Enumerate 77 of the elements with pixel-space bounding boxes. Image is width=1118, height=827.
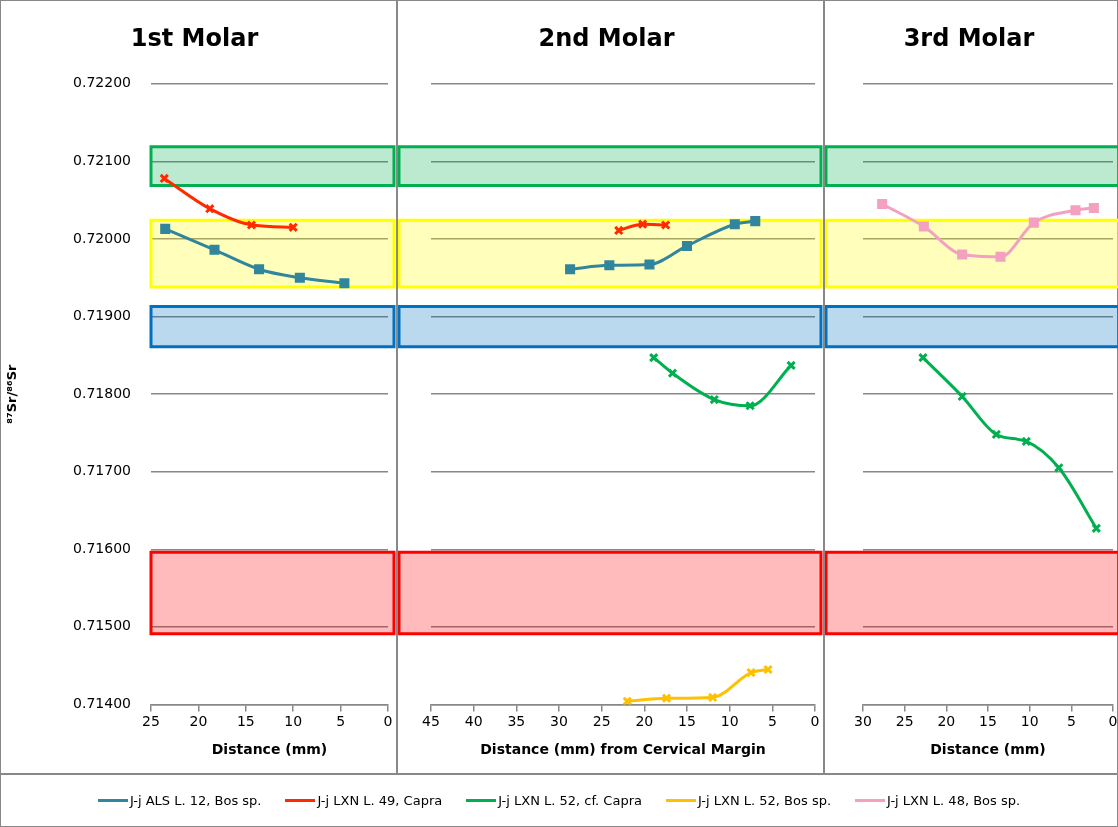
- y-tick-label: 0.71900: [73, 307, 131, 324]
- y-tick-label: 0.71500: [73, 617, 131, 634]
- point: [995, 251, 1006, 262]
- x-tick-label: 5: [767, 713, 777, 730]
- x-tick-label: 10: [720, 713, 739, 730]
- point: [917, 352, 929, 363]
- point: [637, 219, 648, 230]
- y-tick-label: 0.71400: [73, 695, 131, 712]
- point: [661, 693, 672, 704]
- legend-label: J-j ALS L. 12, Bos sp.: [129, 793, 262, 808]
- y-tick-label: 0.71600: [73, 539, 131, 556]
- point: [709, 394, 720, 405]
- x-tick-label: 0: [1108, 713, 1118, 730]
- x-tick-label: 10: [284, 713, 303, 730]
- point: [918, 221, 929, 232]
- x-tick-label: 35: [507, 713, 526, 730]
- point: [745, 667, 757, 678]
- point: [750, 216, 761, 227]
- point: [209, 244, 220, 255]
- x-tick-label: 25: [142, 713, 160, 730]
- point: [729, 219, 740, 230]
- point: [707, 692, 718, 703]
- point: [648, 352, 659, 363]
- point: [1070, 205, 1081, 216]
- point: [339, 278, 350, 289]
- point: [667, 368, 678, 379]
- x-tick-label: 30: [550, 713, 568, 730]
- x-tick-label: 15: [979, 713, 997, 730]
- x-axis-title: Distance (mm): [930, 741, 1046, 758]
- y-tick-label: 0.71700: [73, 462, 131, 479]
- y-tick-label: 0.72000: [73, 229, 131, 246]
- y-axis-title: ⁸⁷Sr/⁸⁶Sr: [4, 363, 20, 424]
- point: [1028, 217, 1039, 228]
- point: [1088, 202, 1099, 213]
- point: [681, 240, 693, 251]
- x-tick-label: 10: [1020, 713, 1039, 730]
- legend-label: J-j LXN L. 48, Bos sp.: [887, 793, 1021, 808]
- y-tick-label: 0.72100: [73, 152, 131, 169]
- chart-title: 2nd Molar: [538, 23, 675, 52]
- y-tick-label: 0.72200: [73, 74, 131, 91]
- x-tick-label: 20: [189, 713, 208, 730]
- legend-label: J-j LXN L. 52, cf. Capra: [498, 793, 642, 808]
- x-tick-label: 25: [592, 713, 611, 730]
- point: [745, 400, 756, 411]
- point: [991, 429, 1002, 440]
- x-tick-label: 45: [422, 713, 440, 730]
- y-tick-label: 0.71800: [73, 384, 131, 401]
- point: [1021, 436, 1032, 447]
- point: [604, 260, 615, 271]
- x-tick-label: 20: [937, 713, 956, 730]
- x-tick-label: 40: [464, 713, 483, 730]
- point: [957, 249, 968, 260]
- legend-label: J-j LXN L. 52, Bos sp.: [697, 793, 832, 808]
- legend-label: J-j LXN L. 49, Capra: [317, 793, 443, 808]
- point: [644, 259, 655, 270]
- point: [160, 223, 171, 234]
- x-tick-label: 15: [678, 713, 696, 730]
- chart-title: 1st Molar: [130, 23, 259, 52]
- chart-title: 3rd Molar: [903, 23, 1035, 52]
- point: [1053, 462, 1064, 473]
- x-tick-label: 0: [810, 713, 820, 730]
- point: [294, 272, 305, 283]
- x-axis-title: Distance (mm) from Cervical Margin: [480, 741, 766, 758]
- x-tick-label: 5: [336, 713, 346, 730]
- x-tick-label: 0: [383, 713, 393, 730]
- x-axis-title: Distance (mm): [211, 741, 328, 758]
- point: [246, 219, 257, 231]
- x-tick-label: 5: [1066, 713, 1076, 730]
- point: [877, 199, 888, 210]
- x-tick-label: 25: [895, 713, 914, 730]
- x-tick-label: 15: [236, 713, 255, 730]
- x-tick-label: 20: [635, 713, 654, 730]
- point: [204, 203, 215, 214]
- x-tick-label: 30: [854, 713, 872, 730]
- point: [254, 264, 265, 275]
- point: [565, 264, 576, 275]
- point: [957, 391, 968, 402]
